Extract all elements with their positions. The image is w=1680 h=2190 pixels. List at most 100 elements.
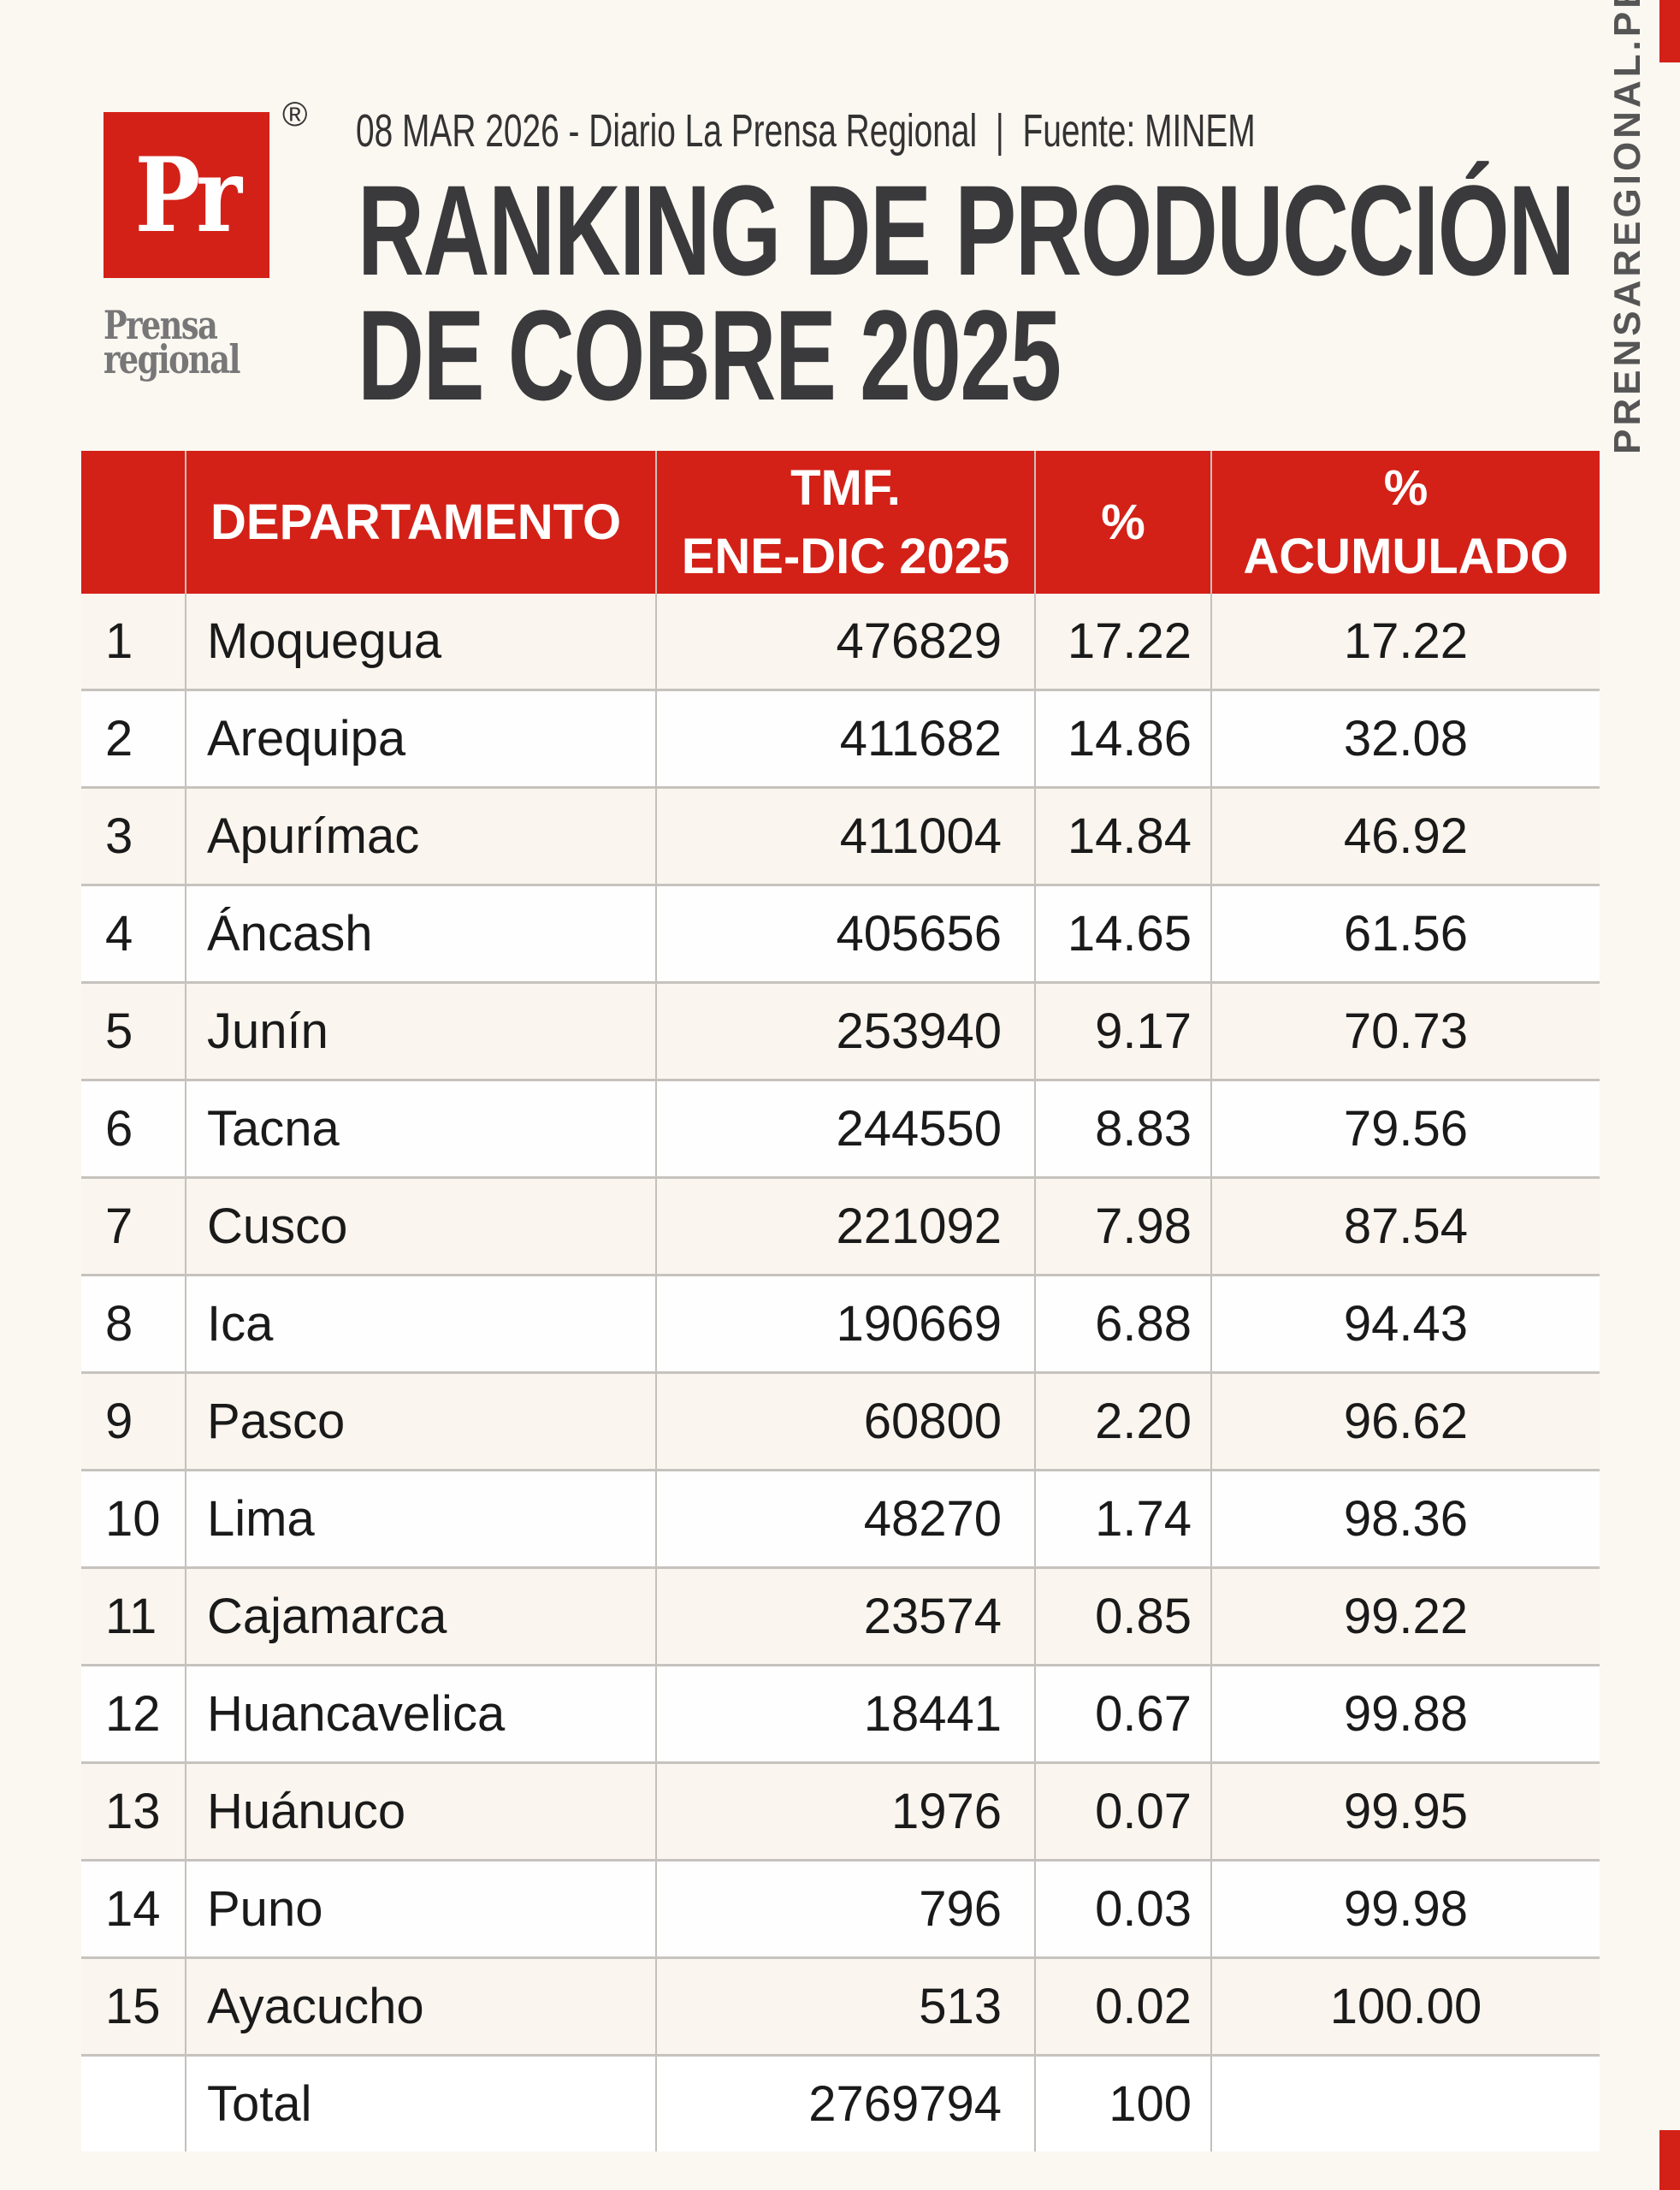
table-row: 7 Cusco 221092 7.98 87.54 bbox=[81, 1177, 1600, 1276]
departamento-cell: Tacna bbox=[185, 1080, 656, 1179]
pct-cell: 0.67 bbox=[1034, 1665, 1211, 1764]
rank-cell: 5 bbox=[81, 982, 186, 1081]
tmf-cell: 796 bbox=[655, 1860, 1035, 1959]
departamento-cell: Ica bbox=[185, 1275, 656, 1374]
departamento-cell: Apurímac bbox=[185, 787, 656, 886]
registered-mark: ® bbox=[282, 96, 308, 133]
pct-cell: 2.20 bbox=[1034, 1372, 1211, 1471]
pct-cell: 1.74 bbox=[1034, 1470, 1211, 1569]
pct-cell: 0.07 bbox=[1034, 1762, 1211, 1862]
dateline: 08 MAR 2026 - Diario La Prensa Regional … bbox=[356, 105, 1256, 157]
departamento-cell: Junín bbox=[185, 982, 656, 1081]
departamento-cell: Cajamarca bbox=[185, 1567, 656, 1666]
pct-cell: 17.22 bbox=[1034, 594, 1211, 691]
total-tmf-cell: 2769794 bbox=[655, 2055, 1035, 2152]
pct-cell: 0.85 bbox=[1034, 1567, 1211, 1666]
rank-cell: 8 bbox=[81, 1275, 186, 1374]
pct-cell: 14.86 bbox=[1034, 690, 1211, 789]
acumulado-cell: 94.43 bbox=[1210, 1275, 1600, 1374]
logo: Pr bbox=[104, 112, 269, 278]
tmf-cell: 60800 bbox=[655, 1372, 1035, 1471]
tmf-cell: 48270 bbox=[655, 1470, 1035, 1569]
tmf-cell: 513 bbox=[655, 1957, 1035, 2057]
tmf-cell: 244550 bbox=[655, 1080, 1035, 1179]
table-row: 3 Apurímac 411004 14.84 46.92 bbox=[81, 787, 1600, 886]
logo-mark: Pr bbox=[134, 134, 242, 256]
departamento-cell: Puno bbox=[185, 1860, 656, 1959]
pct-cell: 7.98 bbox=[1034, 1177, 1211, 1276]
rank-cell: 2 bbox=[81, 690, 186, 789]
total-departamento-cell: Total bbox=[185, 2055, 656, 2152]
rank-cell: 11 bbox=[81, 1567, 186, 1666]
acumulado-cell: 99.95 bbox=[1210, 1762, 1600, 1862]
acumulado-cell: 99.22 bbox=[1210, 1567, 1600, 1666]
tmf-cell: 1976 bbox=[655, 1762, 1035, 1862]
pct-cell: 6.88 bbox=[1034, 1275, 1211, 1374]
tmf-cell: 190669 bbox=[655, 1275, 1035, 1374]
rank-cell: 15 bbox=[81, 1957, 186, 2057]
pct-cell: 0.02 bbox=[1034, 1957, 1211, 2057]
side-website-text: PRENSAREGIONAL.PE bbox=[1606, 0, 1648, 454]
ranking-table: DEPARTAMENTO TMF. ENE-DIC 2025 % % ACUMULA… bbox=[81, 451, 1600, 2152]
page-title: RANKING DE PRODUCCIÓN DE COBRE 2025 bbox=[358, 158, 1575, 427]
rank-cell: 12 bbox=[81, 1665, 186, 1764]
title-line-1: RANKING DE PRODUCCIÓN bbox=[358, 158, 1575, 302]
red-accent-bar-top bbox=[1659, 0, 1680, 62]
table-row: 15 Ayacucho 513 0.02 100.00 bbox=[81, 1957, 1600, 2057]
red-accent-bar-bottom bbox=[1659, 2130, 1680, 2190]
acumulado-cell: 70.73 bbox=[1210, 982, 1600, 1081]
departamento-cell: Pasco bbox=[185, 1372, 656, 1471]
acumulado-cell: 17.22 bbox=[1210, 594, 1600, 691]
pct-cell: 8.83 bbox=[1034, 1080, 1211, 1179]
acumulado-cell: 96.62 bbox=[1210, 1372, 1600, 1471]
acumulado-cell: 99.88 bbox=[1210, 1665, 1600, 1764]
rank-cell: 3 bbox=[81, 787, 186, 886]
acumulado-cell: 32.08 bbox=[1210, 690, 1600, 789]
pct-cell: 9.17 bbox=[1034, 982, 1211, 1081]
table-row: 13 Huánuco 1976 0.07 99.95 bbox=[81, 1762, 1600, 1862]
logo-text: Prensa regional bbox=[104, 302, 240, 382]
acumulado-cell: 46.92 bbox=[1210, 787, 1600, 886]
col-acumulado: % ACUMULADO bbox=[1210, 451, 1600, 594]
tmf-cell: 411004 bbox=[655, 787, 1035, 886]
rank-cell: 10 bbox=[81, 1470, 186, 1569]
rank-cell: 14 bbox=[81, 1860, 186, 1959]
table-row: 14 Puno 796 0.03 99.98 bbox=[81, 1860, 1600, 1959]
tmf-cell: 23574 bbox=[655, 1567, 1035, 1666]
tmf-cell: 253940 bbox=[655, 982, 1035, 1081]
total-rank-cell bbox=[81, 2055, 186, 2152]
table-row: 9 Pasco 60800 2.20 96.62 bbox=[81, 1372, 1600, 1471]
departamento-cell: Huánuco bbox=[185, 1762, 656, 1862]
table-row: 6 Tacna 244550 8.83 79.56 bbox=[81, 1080, 1600, 1179]
table-row: 10 Lima 48270 1.74 98.36 bbox=[81, 1470, 1600, 1569]
acumulado-cell: 79.56 bbox=[1210, 1080, 1600, 1179]
tmf-cell: 411682 bbox=[655, 690, 1035, 789]
table-row: 4 Áncash 405656 14.65 61.56 bbox=[81, 885, 1600, 984]
acumulado-cell: 98.36 bbox=[1210, 1470, 1600, 1569]
departamento-cell: Cusco bbox=[185, 1177, 656, 1276]
rank-cell: 1 bbox=[81, 594, 186, 691]
table-row: 12 Huancavelica 18441 0.67 99.88 bbox=[81, 1665, 1600, 1764]
title-line-2: DE COBRE 2025 bbox=[358, 283, 1062, 427]
departamento-cell: Arequipa bbox=[185, 690, 656, 789]
departamento-cell: Áncash bbox=[185, 885, 656, 984]
tmf-cell: 476829 bbox=[655, 594, 1035, 691]
rank-cell: 13 bbox=[81, 1762, 186, 1862]
col-departamento: DEPARTAMENTO bbox=[185, 451, 656, 594]
table-row: 11 Cajamarca 23574 0.85 99.22 bbox=[81, 1567, 1600, 1666]
col-rank bbox=[81, 451, 186, 594]
pct-cell: 14.84 bbox=[1034, 787, 1211, 886]
total-row: Total 2769794 100 bbox=[81, 2055, 1600, 2152]
total-pct-cell: 100 bbox=[1034, 2055, 1211, 2152]
acumulado-cell: 87.54 bbox=[1210, 1177, 1600, 1276]
acumulado-cell: 100.00 bbox=[1210, 1957, 1600, 2057]
departamento-cell: Ayacucho bbox=[185, 1957, 656, 2057]
table-row: 5 Junín 253940 9.17 70.73 bbox=[81, 982, 1600, 1081]
rank-cell: 9 bbox=[81, 1372, 186, 1471]
col-tmf: TMF. ENE-DIC 2025 bbox=[655, 451, 1035, 594]
total-acumulado-cell bbox=[1210, 2055, 1600, 2152]
departamento-cell: Lima bbox=[185, 1470, 656, 1569]
acumulado-cell: 99.98 bbox=[1210, 1860, 1600, 1959]
table-row: 2 Arequipa 411682 14.86 32.08 bbox=[81, 690, 1600, 789]
table-row: 8 Ica 190669 6.88 94.43 bbox=[81, 1275, 1600, 1374]
